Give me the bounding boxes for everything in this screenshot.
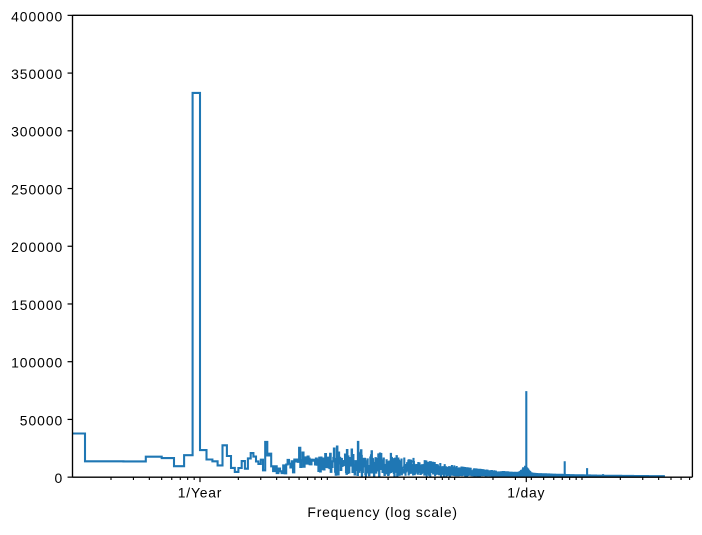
- svg-text:400000: 400000: [11, 8, 63, 24]
- svg-text:200000: 200000: [11, 239, 63, 255]
- svg-text:250000: 250000: [11, 181, 63, 197]
- svg-text:1/Year: 1/Year: [178, 485, 222, 501]
- svg-text:Frequency (log scale): Frequency (log scale): [307, 504, 457, 520]
- svg-text:350000: 350000: [11, 66, 63, 82]
- svg-text:100000: 100000: [11, 355, 63, 371]
- svg-text:150000: 150000: [11, 297, 63, 313]
- svg-text:1/day: 1/day: [507, 485, 545, 501]
- svg-text:0: 0: [55, 470, 64, 486]
- svg-text:50000: 50000: [20, 412, 63, 428]
- svg-text:300000: 300000: [11, 124, 63, 140]
